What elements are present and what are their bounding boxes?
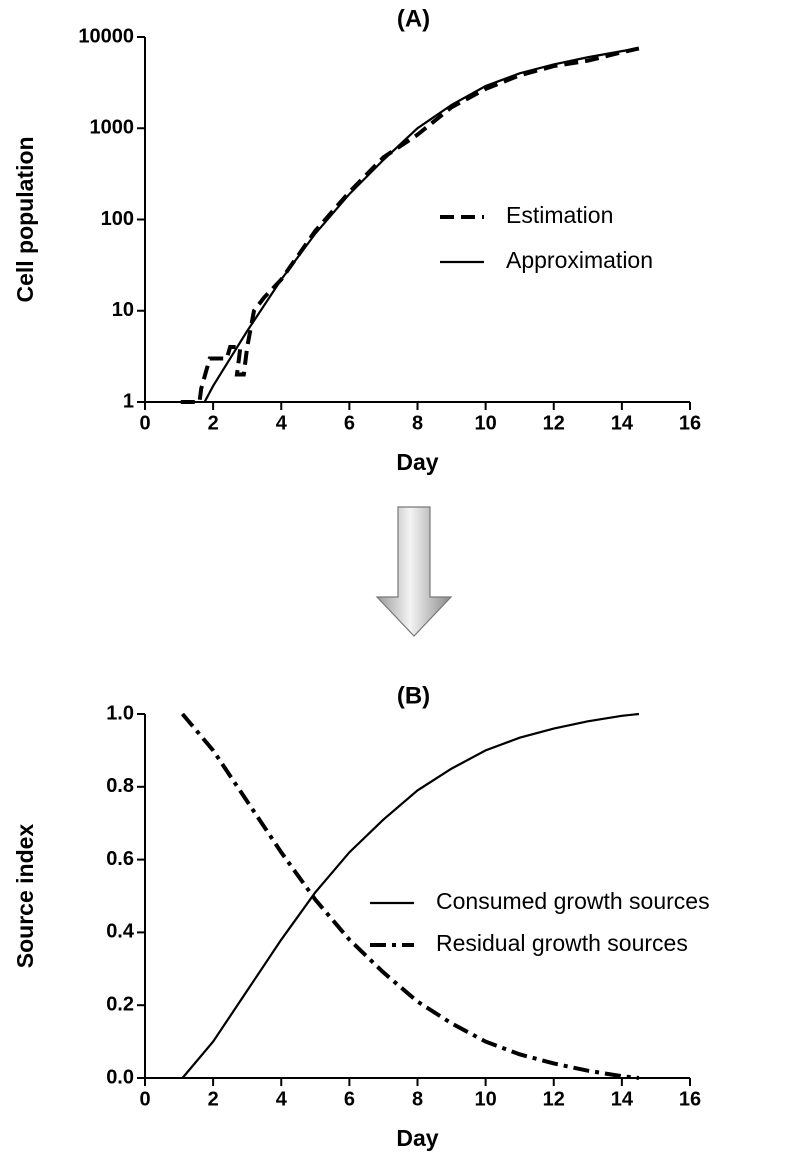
x-tick-label: 10 bbox=[475, 1088, 497, 1110]
legend-label: Consumed growth sources bbox=[436, 888, 710, 914]
y-tick-label: 1.0 bbox=[106, 702, 134, 724]
x-tick-label: 2 bbox=[208, 1088, 219, 1110]
x-tick-label: 12 bbox=[543, 1088, 565, 1110]
x-tick-label: 12 bbox=[543, 412, 565, 434]
y-tick-label: 10000 bbox=[78, 25, 134, 47]
y-tick-label: 0.0 bbox=[106, 1066, 134, 1088]
y-axis-label: Cell population bbox=[12, 136, 38, 302]
y-tick-label: 0.4 bbox=[106, 921, 135, 943]
chart-title: (A) bbox=[397, 5, 430, 32]
legend-label: Estimation bbox=[506, 202, 613, 228]
x-tick-label: 16 bbox=[679, 412, 701, 434]
x-tick-label: 4 bbox=[276, 1088, 288, 1110]
series-line bbox=[181, 712, 640, 1079]
series-line bbox=[180, 46, 640, 404]
y-axis-label: Source index bbox=[12, 824, 38, 969]
x-tick-label: 14 bbox=[611, 412, 634, 434]
x-tick-label: 14 bbox=[611, 1088, 634, 1110]
x-tick-label: 0 bbox=[139, 412, 150, 434]
x-tick-label: 6 bbox=[344, 1088, 355, 1110]
x-axis-label: Day bbox=[396, 1125, 438, 1151]
x-tick-label: 16 bbox=[679, 1088, 701, 1110]
y-tick-label: 1000 bbox=[90, 117, 135, 139]
y-tick-label: 0.6 bbox=[106, 848, 134, 870]
y-tick-label: 0.8 bbox=[106, 775, 134, 797]
series-line bbox=[180, 712, 640, 1080]
x-axis-label: Day bbox=[396, 449, 438, 475]
x-tick-label: 0 bbox=[139, 1088, 150, 1110]
chart-title: (B) bbox=[397, 682, 430, 709]
x-tick-label: 8 bbox=[412, 412, 423, 434]
legend-label: Residual growth sources bbox=[436, 930, 688, 956]
y-tick-label: 1 bbox=[123, 390, 134, 412]
y-tick-label: 100 bbox=[101, 208, 134, 230]
series-line bbox=[203, 47, 640, 403]
y-tick-label: 0.2 bbox=[106, 993, 134, 1015]
legend-label: Approximation bbox=[506, 247, 653, 273]
x-tick-label: 10 bbox=[475, 412, 497, 434]
y-tick-label: 10 bbox=[112, 299, 134, 321]
x-tick-label: 8 bbox=[412, 1088, 423, 1110]
x-tick-label: 6 bbox=[344, 412, 355, 434]
x-tick-label: 2 bbox=[208, 412, 219, 434]
down-arrow bbox=[375, 506, 453, 637]
x-tick-label: 4 bbox=[276, 412, 288, 434]
